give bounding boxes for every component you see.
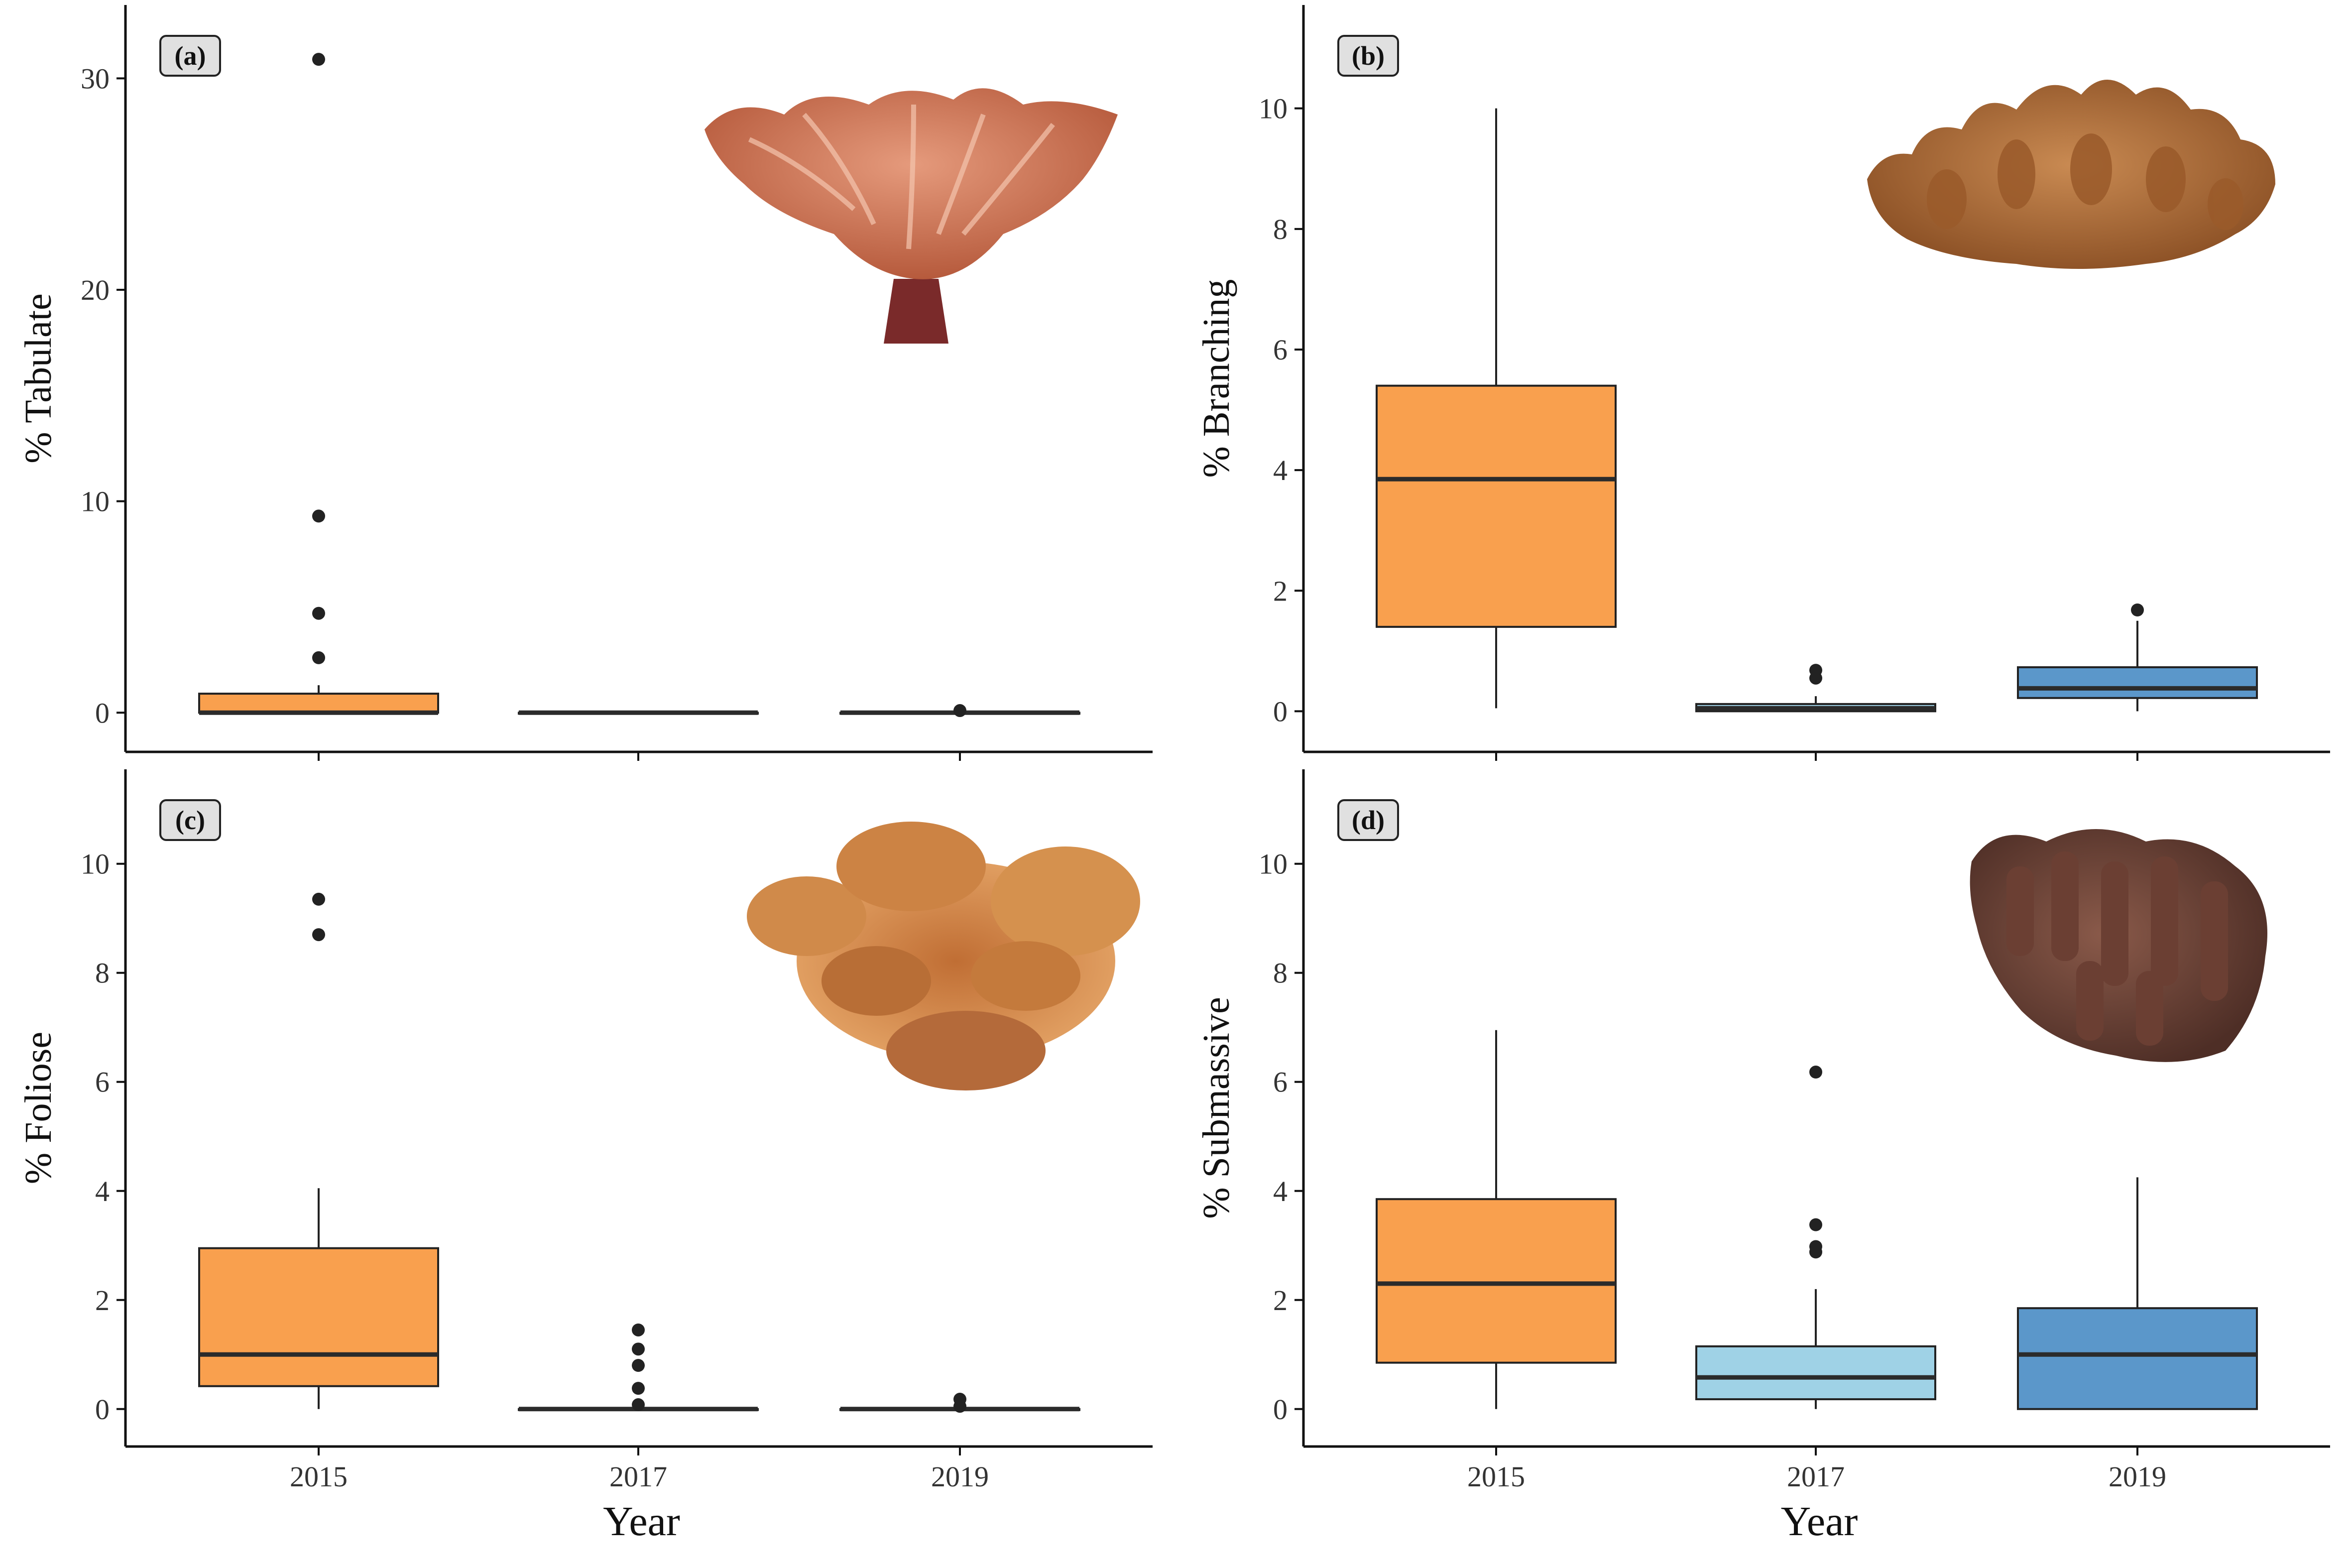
y-tick-label: 6 — [1273, 1066, 1288, 1098]
svg-text:(d): (d) — [1352, 805, 1385, 835]
y-tick-label: 8 — [1273, 957, 1288, 989]
box-body — [198, 693, 439, 714]
svg-text:(c): (c) — [175, 805, 205, 835]
y-tick-label: 10 — [1259, 93, 1288, 125]
box-2017 — [518, 1323, 759, 1412]
y-tick-label: 0 — [1273, 1393, 1288, 1426]
outlier-point — [1809, 664, 1822, 677]
y-tick-label: 2 — [95, 1284, 110, 1317]
y-tick-label: 8 — [95, 957, 110, 989]
box-2019 — [2017, 1177, 2258, 1410]
branching-coral-photo — [1867, 80, 2275, 269]
x-tick-label: 2015 — [290, 1460, 348, 1493]
outlier-point — [1809, 1240, 1822, 1253]
y-tick-label: 10 — [1259, 848, 1288, 880]
outlier-point — [632, 1323, 645, 1336]
box-2019 — [2017, 603, 2258, 712]
outlier-point — [1809, 1218, 1822, 1231]
outlier-point — [1809, 1066, 1822, 1079]
y-tick-label: 8 — [1273, 213, 1288, 245]
panel-c: 0 2 4 6 8 10 2015 2017 2019 % Foliose Year (c) — [17, 769, 1153, 1545]
box-body — [1376, 384, 1617, 628]
y-tick-label: 10 — [81, 848, 110, 880]
y-tick-label: 6 — [95, 1066, 110, 1098]
box-body — [1376, 1198, 1617, 1364]
tabulate-coral-photo — [705, 88, 1118, 344]
box-2015 — [198, 53, 439, 715]
y-tick-label: 10 — [81, 485, 110, 518]
box-body — [198, 1247, 439, 1387]
svg-text:(b): (b) — [1352, 41, 1385, 71]
outlier-point — [312, 928, 325, 942]
panel-a: 0 10 20 30 % Tabulate (a) — [17, 5, 1153, 761]
outlier-point — [2131, 603, 2144, 617]
box-body — [2017, 666, 2258, 699]
x-axis-label: Year — [1781, 1498, 1858, 1545]
panel-b: 0 2 4 6 8 10 % Branching (b) — [1195, 5, 2330, 761]
y-axis-label: % Foliose — [17, 1032, 59, 1184]
y-tick-label: 0 — [1273, 695, 1288, 727]
panel-tag: (d) — [1337, 799, 1399, 841]
outlier-point — [632, 1382, 645, 1395]
y-tick-label: 4 — [1273, 454, 1288, 486]
y-axis-label: % Branching — [1195, 279, 1237, 478]
box-2019 — [839, 1393, 1080, 1413]
x-tick-label: 2017 — [609, 1460, 667, 1493]
y-tick-label: 2 — [1273, 1284, 1288, 1317]
y-tick-label: 6 — [1273, 334, 1288, 366]
y-axis-label: % Submassive — [1195, 997, 1237, 1218]
box-body — [2017, 1307, 2258, 1410]
foliose-coral-photo — [747, 822, 1140, 1090]
box-2015 — [1376, 1030, 1617, 1409]
panel-tag: (b) — [1337, 35, 1399, 77]
box-2015 — [198, 892, 439, 1409]
box-2017 — [1695, 1066, 1936, 1409]
outlier-point — [312, 509, 325, 523]
outlier-point — [312, 606, 325, 620]
box-2017 — [518, 710, 759, 715]
outlier-point — [312, 53, 325, 66]
y-axis-label: % Tabulate — [17, 293, 59, 463]
x-axis-label: Year — [603, 1498, 680, 1545]
panel-tag: (c) — [159, 799, 221, 841]
box-2017 — [1695, 664, 1936, 713]
y-tick-label: 2 — [1273, 575, 1288, 607]
y-tick-label: 20 — [81, 274, 110, 306]
svg-text:(a): (a) — [175, 41, 206, 71]
panel-d: 0 2 4 6 8 10 2015 2017 2019 % Submassive Year (d) — [1195, 769, 2330, 1545]
y-tick-label: 0 — [95, 1393, 110, 1426]
outlier-point — [312, 651, 325, 664]
x-tick-label: 2015 — [1467, 1460, 1525, 1493]
box-2015 — [1376, 108, 1617, 709]
outlier-point — [312, 892, 325, 906]
outlier-point — [632, 1359, 645, 1372]
y-tick-label: 4 — [95, 1175, 110, 1207]
y-tick-label: 30 — [81, 62, 110, 95]
outlier-point — [953, 1393, 966, 1406]
outlier-point — [632, 1342, 645, 1356]
y-tick-label: 4 — [1273, 1175, 1288, 1207]
panel-tag: (a) — [159, 35, 221, 77]
submassive-coral-photo — [1970, 829, 2267, 1062]
box-body — [1695, 1345, 1936, 1401]
x-tick-label: 2019 — [2109, 1460, 2166, 1493]
box-2019 — [839, 704, 1080, 718]
outlier-point — [632, 1398, 645, 1412]
x-tick-label: 2017 — [1787, 1460, 1845, 1493]
outlier-point — [953, 704, 966, 718]
x-tick-label: 2019 — [931, 1460, 989, 1493]
y-tick-label: 0 — [95, 697, 110, 729]
